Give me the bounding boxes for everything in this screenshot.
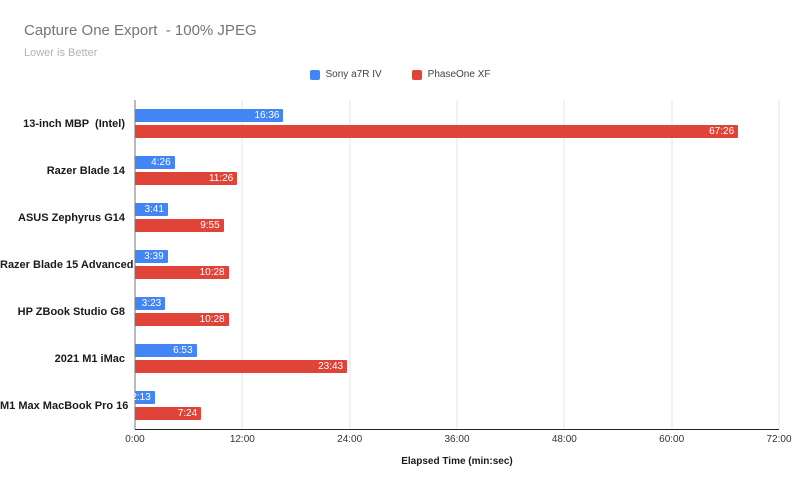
gridline	[456, 100, 458, 429]
bar-phaseone-xf: 9:55	[135, 219, 224, 232]
bar-value-label: 3:39	[144, 251, 164, 262]
gridline	[241, 100, 243, 429]
axis-baseline	[134, 100, 136, 429]
bar-value-label: 9:55	[200, 220, 220, 231]
gridline	[349, 100, 351, 429]
bar-phaseone-xf: 67:26	[135, 125, 739, 138]
x-tick-label: 24:00	[337, 434, 363, 445]
bar-value-label: 10:28	[199, 314, 225, 325]
legend-item-phaseone: PhaseOne XF	[411, 69, 491, 80]
bar-value-label: 23:43	[318, 361, 344, 372]
x-tick-label: 48:00	[551, 434, 577, 445]
bar-value-label: 11:26	[208, 173, 234, 184]
bar-sony-a7r-iv: 3:41	[135, 203, 168, 216]
x-tick-label: 60:00	[659, 434, 685, 445]
x-tick-label: 36:00	[444, 434, 470, 445]
category-label: HP ZBook Studio G8	[17, 305, 125, 318]
category-label: 2021 M1 iMac	[54, 352, 125, 365]
bar-phaseone-xf: 10:28	[135, 313, 229, 326]
x-tick-label: 72:00	[766, 434, 792, 445]
bar-sony-a7r-iv: 2:13	[131, 391, 155, 404]
bar-rows: 13-inch MBP (Intel) 16:36 67:26 Razer Blade…	[0, 100, 779, 429]
category-label: M1 Max MacBook Pro 16	[0, 399, 129, 412]
x-axis-ticks: 0:00 12:00 24:00 36:00 48:00 60:00 72:00	[125, 434, 791, 446]
bar-value-label: 2:13	[131, 392, 151, 403]
bar-phaseone-xf: 10:28	[135, 266, 229, 279]
bar-value-label: 4:26	[151, 157, 171, 168]
chart-subtitle: Lower is Better	[24, 47, 98, 59]
category-row: M1 Max MacBook Pro 16 2:13 7:24	[0, 382, 779, 429]
plot-area: 13-inch MBP (Intel) 16:36 67:26 Razer Blade…	[0, 100, 780, 430]
bar-sony-a7r-iv: 3:39	[135, 250, 168, 263]
bar-value-label: 10:28	[199, 267, 225, 278]
bar-value-label: 3:41	[144, 204, 164, 215]
category-label: ASUS Zephyrus G14	[18, 211, 125, 224]
category-label: 13-inch MBP (Intel)	[23, 117, 125, 130]
bar-sony-a7r-iv: 4:26	[135, 156, 175, 169]
legend-label: Sony a7R IV	[325, 69, 382, 80]
gridline	[778, 100, 780, 429]
bar-value-label: 67:26	[709, 126, 735, 137]
x-axis-title: Elapsed Time (min:sec)	[401, 456, 513, 467]
x-tick-label: 0:00	[125, 434, 145, 445]
category-row: 13-inch MBP (Intel) 16:36 67:26	[23, 100, 779, 147]
bar-phaseone-xf: 7:24	[135, 407, 202, 420]
legend-swatch-red	[411, 69, 422, 80]
legend-item-sony: Sony a7R IV	[309, 69, 382, 80]
bar-sony-a7r-iv: 3:23	[135, 297, 166, 310]
category-row: 2021 M1 iMac 6:53 23:43	[55, 335, 779, 382]
legend-swatch-blue	[309, 69, 320, 80]
category-row: HP ZBook Studio G8 3:23 10:28	[18, 288, 779, 335]
legend-label: PhaseOne XF	[427, 69, 491, 80]
bar-phaseone-xf: 23:43	[135, 360, 348, 373]
category-label: Razer Blade 14	[46, 164, 125, 177]
bar-value-label: 6:53	[173, 345, 193, 356]
legend: Sony a7R IV PhaseOne XF	[0, 69, 800, 80]
bar-sony-a7r-iv: 16:36	[135, 109, 284, 122]
category-row: ASUS Zephyrus G14 3:41 9:55	[18, 194, 779, 241]
category-label: Razer Blade 15 Advanced	[0, 258, 134, 271]
category-row: Razer Blade 15 Advanced 3:39 10:28	[0, 241, 779, 288]
gridline	[671, 100, 673, 429]
chart-title: Capture One Export - 100% JPEG	[24, 22, 257, 39]
bar-sony-a7r-iv: 6:53	[135, 344, 197, 357]
bar-value-label: 3:23	[141, 298, 162, 309]
bar-value-label: 7:24	[177, 408, 198, 419]
x-tick-label: 12:00	[229, 434, 255, 445]
gridline	[563, 100, 565, 429]
bar-value-label: 16:36	[254, 110, 280, 121]
category-row: Razer Blade 14 4:26 11:26	[47, 147, 779, 194]
bar-phaseone-xf: 11:26	[135, 172, 238, 185]
